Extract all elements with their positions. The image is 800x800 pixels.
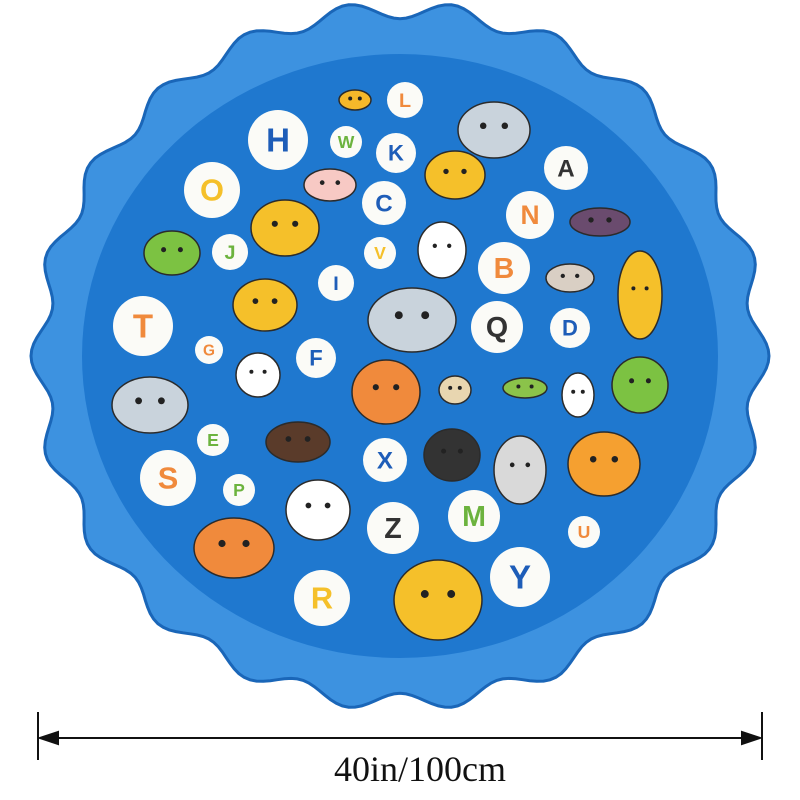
letter-circle-v: V [364,237,396,269]
alphabet-circles: H L W K A O C N J V B I T Q D G F E X S P Z M U R Y [113,82,600,626]
svg-text:D: D [562,316,578,341]
svg-text:R: R [311,581,333,616]
hedgehog-illustration [438,375,472,405]
svg-text:N: N [520,200,539,230]
yak-illustration [250,199,320,257]
rabbit-illustration [417,221,467,279]
letter-circle-x: X [363,438,407,482]
letter-circle-a: A [544,146,588,190]
frog-2-illustration [611,356,669,414]
pig-illustration [303,168,357,202]
letter-circle-c: C [362,181,406,225]
seal-illustration [545,263,595,293]
ant-illustration [338,89,372,111]
arrow-left-icon [36,730,59,746]
zebra-illustration [285,479,351,541]
giraffe-illustration [617,250,663,340]
arrow-right-icon [741,730,764,746]
svg-text:C: C [375,190,392,217]
svg-text:U: U [578,522,591,542]
monkey-illustration [265,421,331,463]
letter-circle-i: I [318,265,354,301]
bat-illustration [569,207,631,237]
jellyfish-illustration [235,352,281,398]
fox-illustration [567,431,641,497]
letter-circle-l: L [387,82,423,118]
letter-circle-y: Y [490,547,550,607]
svg-text:A: A [557,155,574,182]
letter-circle-u: U [568,516,600,548]
svg-text:H: H [266,121,290,158]
svg-text:S: S [158,461,179,496]
mat-inner-pool [82,54,718,658]
ram-illustration [424,150,486,200]
letter-circle-t: T [113,296,173,356]
letter-circle-z: Z [367,502,419,554]
letter-circle-j: J [212,234,248,270]
svg-text:L: L [399,90,411,112]
letter-circle-w: W [330,126,362,158]
svg-text:O: O [200,173,224,208]
svg-text:I: I [333,273,339,295]
letter-circle-s: S [140,450,196,506]
svg-text:E: E [207,430,219,450]
letter-circle-d: D [550,308,590,348]
svg-text:M: M [462,501,486,533]
svg-text:F: F [309,346,322,371]
tiger-illustration [193,517,275,579]
elephant-illustration [367,287,457,353]
letter-circle-g: G [195,336,223,364]
letter-circle-p: P [223,474,255,506]
svg-text:Q: Q [486,312,508,344]
bear-illustration [393,559,483,641]
letter-circle-f: F [296,338,336,378]
letter-circle-k: K [376,133,416,173]
duck-illustration [561,372,595,418]
svg-text:B: B [494,253,515,285]
koala-illustration [457,101,531,159]
animal-illustrations [111,89,669,641]
cat-illustration [423,428,481,482]
svg-text:K: K [388,141,404,166]
dimension-line [36,712,764,760]
svg-text:G: G [203,342,215,359]
letter-circle-r: R [294,570,350,626]
svg-text:X: X [377,447,393,474]
letter-circle-h: H [248,110,308,170]
svg-text:Z: Z [384,513,401,545]
squirrel-illustration [232,278,298,332]
svg-text:V: V [374,243,386,263]
svg-text:Y: Y [509,558,531,595]
lion-illustration [351,359,421,425]
letter-circle-e: E [197,424,229,456]
svg-text:J: J [224,242,235,264]
letter-circle-m: M [448,490,500,542]
svg-text:W: W [338,132,355,152]
letter-circle-b: B [478,242,530,294]
frog-illustration [143,230,201,276]
donkey-illustration [493,435,547,505]
letter-circle-q: Q [471,301,523,353]
hippo-illustration [111,376,189,434]
letter-circle-o: O [184,162,240,218]
dimension-label: 40in/100cm [334,749,506,789]
svg-text:P: P [233,480,245,500]
fish-illustration [502,377,548,399]
letter-circle-n: N [506,191,554,239]
svg-text:T: T [133,307,153,344]
